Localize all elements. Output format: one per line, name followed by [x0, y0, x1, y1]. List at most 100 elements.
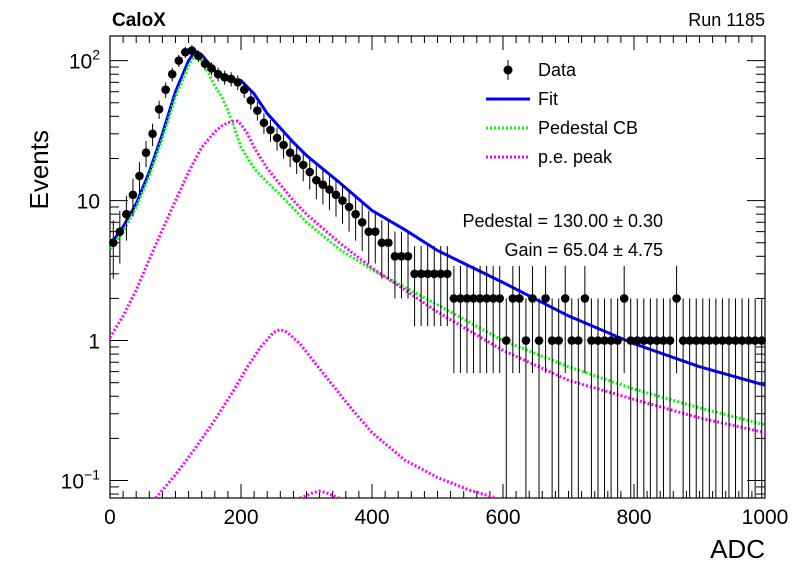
data-point [462, 265, 472, 374]
data-point [560, 265, 570, 374]
data-point [501, 298, 511, 498]
data-marker [501, 336, 511, 345]
data-marker [705, 336, 714, 345]
data-point [135, 161, 144, 195]
data-marker [554, 336, 563, 345]
data-point [148, 123, 157, 147]
data-marker [305, 167, 315, 177]
data-point [325, 174, 334, 211]
data-marker [521, 336, 531, 345]
data-marker [541, 294, 550, 303]
data-marker [226, 74, 236, 84]
data-marker [744, 336, 753, 345]
data-point [403, 231, 413, 299]
data-point [574, 298, 583, 498]
data-point [292, 146, 301, 174]
data-marker [619, 294, 629, 303]
data-point [298, 152, 308, 182]
data-marker [364, 227, 374, 236]
data-marker [475, 294, 485, 303]
data-marker [646, 336, 655, 345]
data-point [259, 113, 269, 134]
data-marker [259, 118, 269, 128]
data-point [194, 50, 203, 63]
data-marker [482, 294, 491, 303]
data-marker [285, 148, 295, 157]
data-point [331, 178, 341, 217]
data-marker [122, 209, 131, 219]
data-point [207, 62, 216, 76]
data-point [239, 82, 249, 98]
data-marker [338, 196, 347, 205]
data-marker [593, 336, 603, 345]
data-point [515, 265, 524, 374]
data-marker [318, 180, 328, 189]
data-marker [691, 336, 701, 345]
data-point [187, 45, 197, 57]
data-point [672, 265, 681, 374]
data-marker [600, 336, 609, 345]
data-point [200, 57, 210, 71]
data-marker [613, 336, 622, 345]
data-marker [246, 96, 256, 105]
data-marker [397, 251, 406, 261]
data-marker [167, 69, 177, 79]
legend-entry: Pedestal CB [486, 118, 638, 138]
data-marker [325, 185, 334, 194]
data-point [128, 178, 138, 217]
data-point [613, 298, 622, 498]
data-marker [272, 133, 282, 143]
data-point [253, 102, 262, 121]
data-marker [672, 294, 681, 303]
data-marker [429, 269, 439, 279]
data-marker [652, 336, 662, 345]
data-marker [200, 59, 210, 69]
data-marker [626, 336, 636, 345]
data-marker [351, 209, 360, 219]
data-marker [148, 129, 157, 139]
data-point [416, 246, 426, 327]
data-point [384, 220, 393, 279]
data-point [377, 220, 387, 279]
data-point [593, 298, 603, 498]
data-marker [207, 64, 216, 73]
data-marker [194, 51, 203, 61]
data-point [141, 140, 151, 168]
data-marker [344, 202, 354, 212]
data-point [705, 298, 714, 498]
data-point [272, 127, 282, 151]
data-point [357, 202, 367, 252]
data-marker [128, 190, 138, 200]
legend-entry: Data [503, 60, 577, 80]
data-point [338, 183, 347, 224]
data-marker [580, 294, 590, 303]
legend-label: Pedestal CB [538, 118, 638, 138]
data-marker [488, 294, 498, 303]
data-marker [187, 46, 197, 55]
data-point [161, 82, 170, 98]
data-point [652, 298, 662, 498]
data-marker [135, 171, 144, 181]
data-point [443, 246, 452, 327]
data-point [475, 265, 485, 374]
data-marker [154, 104, 164, 114]
series-curve-pedestal-cb [110, 52, 765, 427]
y-tick-label: 10 [77, 191, 100, 214]
data-point [154, 100, 164, 119]
data-point [285, 140, 295, 168]
data-marker [560, 294, 570, 303]
x-tick-label: 800 [616, 506, 651, 529]
data-marker [390, 251, 400, 261]
data-marker [220, 73, 229, 82]
y-tick-label: 102 [69, 47, 100, 74]
data-point [397, 231, 406, 299]
data-marker [606, 336, 616, 345]
x-tick-label: 600 [485, 506, 520, 529]
y-tick-label: 10−1 [61, 467, 101, 494]
data-point [174, 54, 184, 68]
data-marker [528, 294, 537, 303]
legend-marker [503, 65, 513, 75]
data-marker [181, 47, 190, 57]
data-point [580, 265, 590, 374]
